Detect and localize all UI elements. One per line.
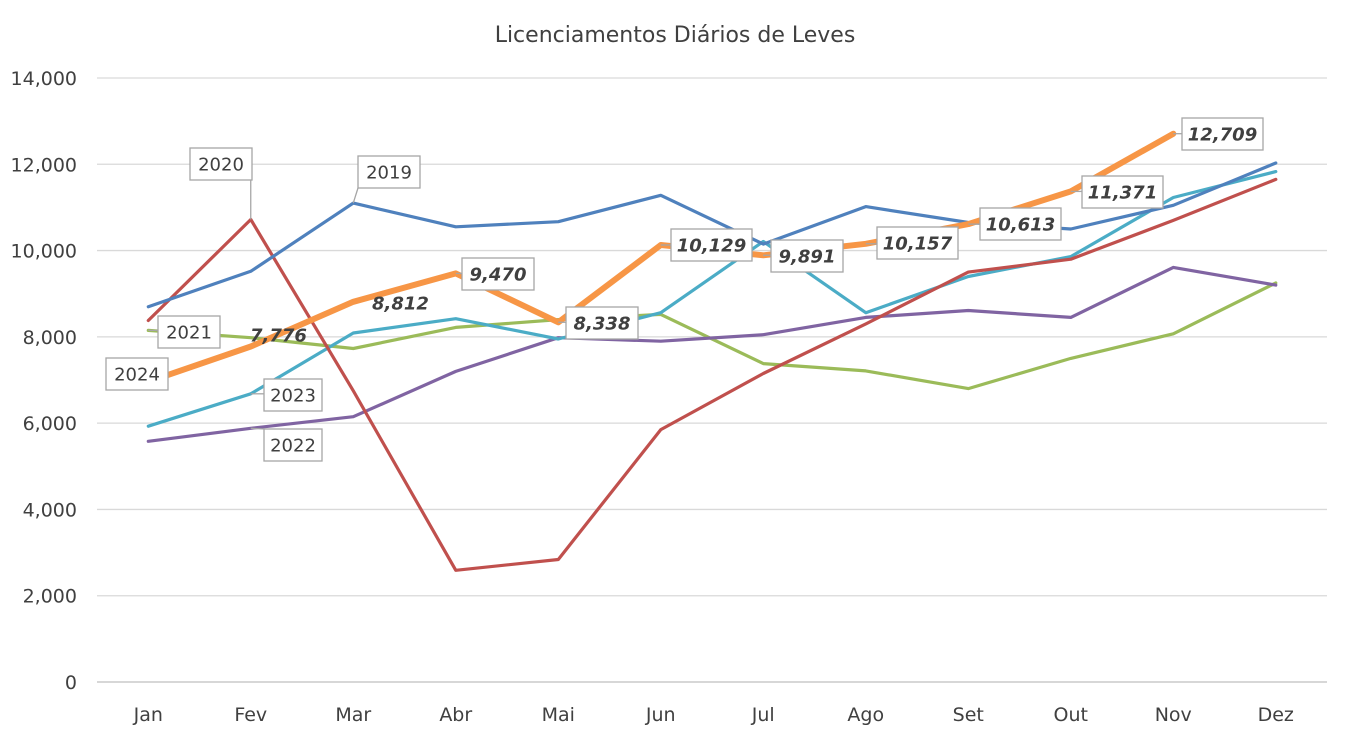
x-tick-label: Jan	[133, 704, 163, 726]
x-tick-label: Nov	[1155, 704, 1192, 726]
series-callout-2023: 2023	[250, 378, 323, 412]
data-label-text: 7,776	[250, 326, 307, 347]
callout-leader	[352, 187, 359, 204]
data-label-text: 12,709	[1188, 125, 1257, 146]
callout-label: 2021	[166, 323, 212, 344]
data-label-2024: 9,891	[763, 239, 844, 273]
data-label-text: 8,812	[372, 294, 429, 315]
data-label-2024: 8,812	[372, 294, 429, 315]
series-line-2020	[146, 177, 1278, 572]
data-label-box	[876, 226, 959, 260]
x-tick-label: Dez	[1258, 704, 1294, 726]
data-label-text: 10,157	[883, 234, 953, 255]
series-callout-2022: 2022	[250, 427, 323, 462]
series-callout-2021: 2021	[148, 315, 221, 349]
y-tick-label: 4,000	[23, 499, 77, 521]
x-tick-label: Set	[953, 704, 984, 726]
x-tick-label: Jul	[751, 704, 775, 726]
series-line-2022	[146, 265, 1278, 443]
chart-title: Licenciamentos Diários de Leves	[495, 23, 856, 48]
data-label-2024: 10,129	[660, 228, 753, 262]
data-label-box	[670, 228, 753, 262]
data-label-2024: 10,613	[968, 207, 1062, 241]
data-label-box	[979, 207, 1062, 241]
data-label-2024: 8,338	[558, 306, 639, 340]
x-tick-label: Ago	[847, 704, 884, 726]
series-callout-2019: 2019	[352, 155, 421, 204]
x-tick-label: Mar	[335, 704, 371, 726]
y-tick-label: 14,000	[11, 68, 77, 90]
data-label-text: 9,470	[470, 265, 527, 286]
y-tick-label: 12,000	[11, 154, 77, 176]
callout-label: 2023	[270, 386, 316, 407]
data-label-2024: 7,776	[250, 326, 307, 347]
data-label-box	[1181, 117, 1264, 151]
y-tick-label: 8,000	[23, 327, 77, 349]
callout-label: 2020	[198, 155, 244, 176]
x-tick-label: Fev	[234, 704, 267, 726]
x-tick-label: Abr	[439, 704, 472, 726]
data-labels: 7,776 8,812 9,470 8,338 10,129 9,891 10,157 10,…	[250, 117, 1264, 347]
series-callouts: 2019 2020 2021 2022 2023 2024	[105, 147, 421, 462]
data-label-2024: 12,709	[1173, 117, 1264, 151]
data-label-2024: 9,470	[455, 257, 535, 291]
series-callout-2020: 2020	[189, 147, 253, 220]
callout-box	[263, 428, 323, 462]
series-callout-2024: 2024	[105, 357, 169, 391]
y-tick-label: 0	[65, 672, 77, 694]
data-label-text: 11,371	[1088, 183, 1157, 204]
data-label-box	[770, 239, 844, 273]
data-label-2024: 10,157	[865, 226, 959, 260]
callout-box	[357, 155, 421, 189]
callout-leader	[250, 427, 265, 430]
data-label-box	[565, 306, 639, 340]
data-label-text: 10,613	[986, 215, 1055, 236]
series-line-2019	[146, 161, 1278, 309]
y-tick-label: 10,000	[11, 241, 77, 263]
data-label-text: 10,129	[677, 236, 746, 257]
callout-box	[157, 315, 221, 349]
data-label-2024: 11,371	[1070, 175, 1164, 209]
series-line-2023	[146, 170, 1278, 428]
data-label-text: 9,891	[779, 247, 836, 268]
data-label-box	[461, 257, 535, 291]
x-tick-label: Out	[1054, 704, 1088, 726]
y-tick-label: 6,000	[23, 413, 77, 435]
data-label-box	[1081, 175, 1164, 209]
callout-box	[105, 357, 169, 391]
y-axis-ticks: 0 2,000 4,000 6,000 8,000 10,000 12,000 14,000	[11, 68, 77, 694]
callout-box	[189, 147, 253, 181]
callout-label: 2022	[270, 436, 316, 457]
callout-label: 2024	[114, 365, 160, 386]
y-tick-label: 2,000	[23, 586, 77, 608]
x-tick-label: Jun	[645, 704, 676, 726]
x-axis-ticks: Jan Fev Mar Abr Mai Jun Jul Ago Set Out Nov Dez	[133, 704, 1294, 726]
callout-box	[263, 378, 323, 412]
x-tick-label: Mai	[542, 704, 575, 726]
data-label-text: 8,338	[574, 314, 631, 335]
callout-label: 2019	[366, 163, 412, 184]
